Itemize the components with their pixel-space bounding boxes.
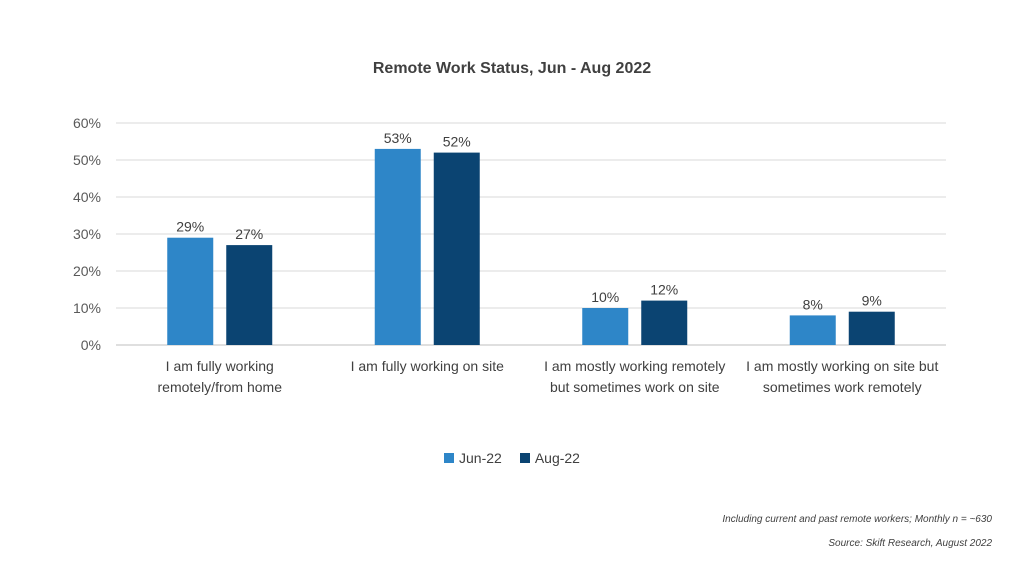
legend-item-aug: Aug-22 (519, 450, 580, 466)
x-category-label: I am mostly working on site but (746, 358, 938, 374)
source-note: Source: Skift Research, August 2022 (828, 538, 992, 549)
y-tick-label: 20% (73, 263, 101, 279)
legend-label-jun: Jun-22 (459, 450, 502, 466)
data-label: 10% (591, 289, 619, 305)
x-category-label: remotely/from home (158, 379, 283, 395)
data-label: 9% (862, 293, 882, 309)
bars (167, 148, 895, 345)
y-tick-label: 40% (73, 189, 101, 205)
data-label: 8% (803, 296, 823, 312)
legend: Jun-22 Aug-22 (0, 450, 1024, 466)
data-label: 52% (443, 134, 471, 150)
x-axis-categories: I am fully working remotely/from home I am… (158, 358, 939, 395)
y-axis-ticks: 0% 10% 20% 30% 40% 50% 60% (73, 115, 101, 353)
legend-swatch-jun (444, 453, 455, 463)
data-label: 27% (235, 226, 263, 242)
x-category-label: I am fully working on site (351, 358, 504, 374)
data-label: 12% (650, 282, 678, 298)
legend-swatch-aug (519, 453, 530, 463)
legend-label-aug: Aug-22 (534, 450, 580, 466)
data-label: 53% (384, 130, 412, 146)
legend-item-jun: Jun-22 (444, 450, 502, 466)
bar (641, 300, 688, 345)
y-tick-label: 60% (73, 115, 101, 131)
x-category-label: I am fully working (166, 358, 274, 374)
bar (433, 152, 480, 345)
sample-note: Including current and past remote worker… (722, 514, 992, 525)
x-category-label: I am mostly working remotely (544, 358, 725, 374)
y-tick-label: 30% (73, 226, 101, 242)
x-category-label: but sometimes work on site (550, 379, 720, 395)
chart-title: Remote Work Status, Jun - Aug 2022 (372, 60, 652, 77)
y-tick-label: 10% (73, 300, 101, 316)
y-tick-label: 0% (81, 337, 101, 353)
y-tick-label: 50% (73, 152, 101, 168)
bar (167, 237, 214, 345)
bar (582, 308, 629, 345)
x-category-label: sometimes work remotely (763, 379, 922, 395)
bar (226, 245, 273, 345)
bar (374, 148, 421, 345)
data-label: 29% (176, 219, 204, 235)
data-labels: 29% 27% 53% 52% 10% 12% 8% 9% (176, 130, 882, 313)
bar (848, 311, 895, 345)
bar (789, 315, 836, 345)
